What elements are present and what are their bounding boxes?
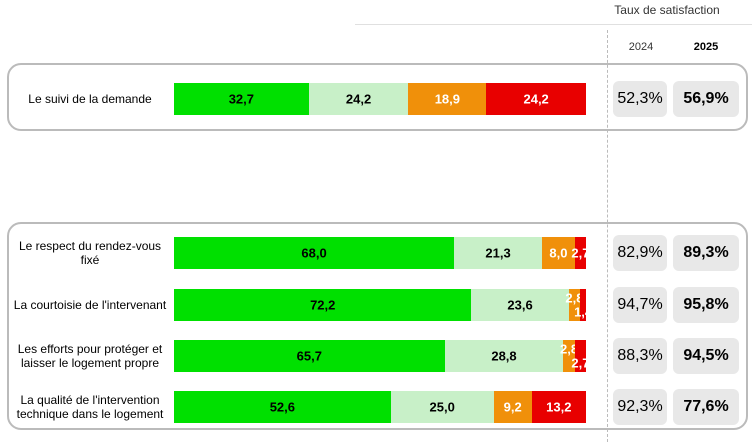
rate-value: 77,6%: [673, 389, 739, 425]
bar-segment: [308, 83, 409, 115]
category-label: Les efforts pour protéger et laisser le …: [17, 342, 163, 370]
category-label: La courtoisie de l'intervenant: [13, 298, 167, 312]
value-label: 13,2: [546, 399, 572, 415]
header: Taux de satisfaction: [614, 3, 720, 17]
bar-segment: [493, 391, 532, 423]
value-label: 24,2: [345, 91, 372, 107]
rate-value: 56,9%: [673, 81, 739, 117]
value-label: 2,7: [571, 355, 590, 371]
group-frame: [7, 222, 748, 430]
year-label: 2025: [693, 41, 719, 53]
rate-value: 94,7%: [613, 287, 667, 323]
value-label: 9,2: [503, 399, 522, 415]
category-label: La qualité de l'intervention technique d…: [16, 393, 164, 421]
bar-segment: [174, 289, 472, 321]
bar-segment: [444, 340, 564, 372]
value-label: 25,0: [429, 399, 455, 415]
bar-segment: [574, 340, 586, 372]
value-label: 23,6: [507, 297, 533, 313]
value-label: 68,0: [301, 245, 327, 261]
group-frame: [7, 63, 748, 131]
bar-segment: [390, 391, 494, 423]
bar-segment: [174, 237, 455, 269]
bar-segment: [454, 237, 542, 269]
value-label: 72,2: [310, 297, 336, 313]
value-label: 28,8: [491, 348, 517, 364]
value-label: 8,0: [549, 245, 568, 261]
rate-value: 52,3%: [613, 81, 667, 117]
value-label: 65,7: [296, 348, 322, 364]
separator: [607, 30, 608, 442]
bar-segment: [174, 391, 391, 423]
value-label: 18,9: [434, 91, 461, 107]
category-label: Le suivi de la demande: [28, 92, 152, 106]
header-rule: [355, 24, 752, 25]
bar-segment: [580, 289, 586, 321]
value-label: 2,8: [565, 290, 584, 306]
value-label: 52,6: [269, 399, 295, 415]
bar-segment: [541, 237, 575, 269]
rate-value: 94,5%: [673, 338, 739, 374]
rate-value: 89,3%: [673, 235, 739, 271]
bar-segment: [174, 83, 309, 115]
bar-segment: [486, 83, 586, 115]
value-label: 1,4: [574, 304, 593, 320]
bar-segment: [174, 340, 445, 372]
category-label: Le respect du rendez-vous fixé: [18, 239, 162, 267]
bar-segment: [471, 289, 569, 321]
bar-segment: [408, 83, 487, 115]
value-label: 32,7: [228, 91, 255, 107]
rate-value: 82,9%: [613, 235, 667, 271]
rate-value: 88,3%: [613, 338, 667, 374]
rate-value: 95,8%: [673, 287, 739, 323]
year-label: 2024: [628, 41, 654, 53]
bar-segment: [563, 340, 575, 372]
value-label: 21,3: [485, 245, 511, 261]
value-label: 2,8: [560, 341, 579, 357]
value-label: 2,7: [571, 245, 590, 261]
bar-segment: [574, 237, 586, 269]
rate-value: 92,3%: [613, 389, 667, 425]
bar-segment: [531, 391, 586, 423]
value-label: 24,2: [523, 91, 549, 107]
bar-segment: [568, 289, 581, 321]
